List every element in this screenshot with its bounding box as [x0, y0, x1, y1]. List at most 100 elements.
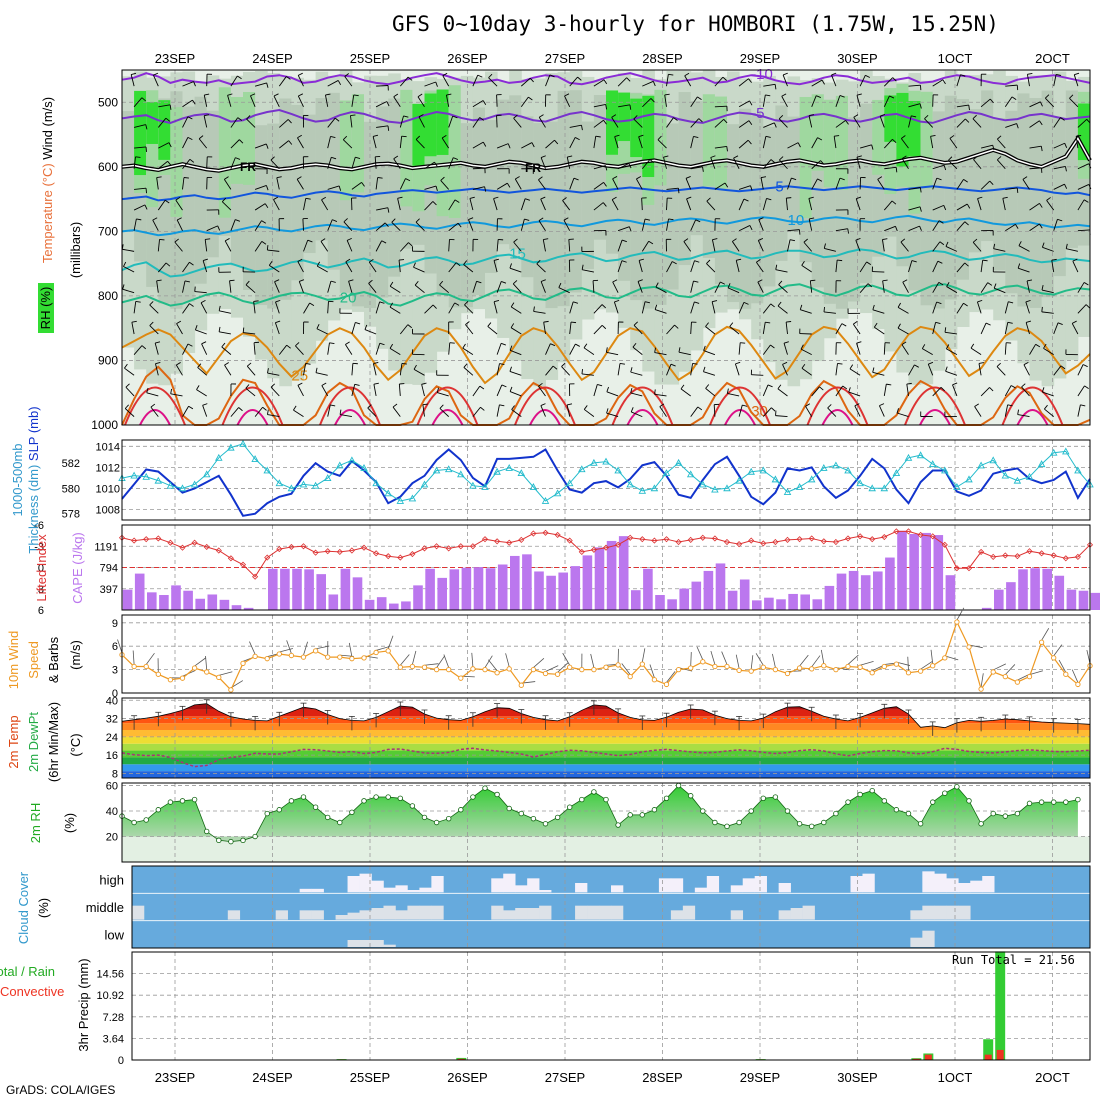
wind-barb	[327, 342, 330, 355]
contour-label: -5	[751, 105, 764, 122]
li-point	[360, 544, 368, 551]
wind-barb	[666, 363, 672, 376]
wind-barb	[593, 79, 605, 87]
rh-shade	[702, 94, 716, 187]
wind-barb	[736, 258, 742, 261]
wind-barb	[442, 72, 448, 77]
li-point	[639, 536, 646, 543]
date-label-top: 28SEP	[642, 51, 682, 66]
wind-barb	[221, 342, 226, 348]
wind-barb	[908, 206, 921, 211]
wind-barb	[932, 204, 944, 211]
wind-barb	[224, 240, 232, 252]
thickness-point	[747, 467, 755, 475]
rh-point	[700, 808, 706, 814]
rh-point	[446, 815, 452, 822]
wind-barb	[175, 364, 183, 376]
thickness-point	[166, 481, 175, 489]
wind-barb	[948, 159, 958, 170]
wind-barb	[823, 311, 836, 314]
wind-barb	[705, 322, 709, 327]
rh-point	[796, 821, 803, 827]
wind-barb	[133, 156, 136, 169]
wind-barb	[907, 656, 909, 671]
thickness-point	[336, 461, 344, 469]
cloud-cell	[922, 871, 935, 893]
thickness-point	[674, 458, 683, 466]
wind-speed-point	[325, 654, 331, 660]
cape-tick: 794	[100, 563, 118, 575]
wind-speed-point	[240, 660, 246, 667]
wind-barb	[130, 74, 135, 87]
wind-barb	[407, 76, 413, 81]
thickness-point	[795, 483, 804, 490]
wind-barb	[297, 137, 304, 149]
wind-barb	[155, 362, 161, 365]
wind-barb	[122, 248, 135, 252]
wind-barb	[1040, 101, 1043, 107]
wind-barb	[538, 386, 546, 397]
wind-barb	[488, 73, 493, 79]
wind-barb	[496, 343, 502, 355]
li-point	[191, 539, 198, 546]
wind-barb	[297, 95, 304, 107]
wind-barb	[531, 142, 535, 148]
convective-bar	[912, 1058, 920, 1060]
wind-barb	[972, 114, 977, 119]
wind-barb	[835, 385, 844, 397]
cloud-cell	[611, 905, 624, 920]
slp-tick: 1008	[96, 504, 120, 516]
wind-barb	[883, 138, 893, 149]
wind-speed-point	[506, 666, 512, 672]
wind-barb	[642, 80, 654, 87]
wind-barb	[932, 282, 940, 293]
wind-barb	[569, 322, 572, 335]
wind-barb	[274, 322, 280, 335]
wind-barb	[964, 221, 969, 226]
temp-tick: 40	[106, 695, 118, 707]
wind-frame	[121, 614, 1091, 694]
cape-bar	[921, 532, 931, 610]
wind-barb	[295, 345, 304, 355]
wind-barb	[278, 119, 289, 128]
wind-barb	[223, 179, 232, 190]
wind-barb	[641, 218, 646, 231]
wind-barb	[854, 403, 860, 407]
thickness-point	[348, 456, 356, 464]
wind-barb	[657, 135, 662, 140]
wind-barb	[543, 322, 546, 335]
cape-bar	[485, 568, 496, 610]
wind-barb	[453, 157, 459, 160]
wind-barb	[375, 101, 388, 108]
wind-barb	[195, 329, 207, 335]
wind-barb	[424, 185, 437, 190]
temp-title-b: 2m DewPt	[26, 712, 41, 772]
wind-barb	[1022, 179, 1030, 190]
wind-barb	[996, 366, 1006, 376]
cape-bar	[147, 592, 157, 610]
wind-barb	[134, 146, 147, 149]
wind-barb	[949, 138, 958, 149]
wind-barb	[641, 240, 650, 252]
wind-barb	[714, 145, 727, 149]
wind-barb	[617, 260, 623, 273]
wind-barb	[432, 304, 437, 309]
rh-shade	[714, 96, 728, 189]
wind-barb	[286, 640, 292, 654]
wind-barb	[152, 217, 158, 221]
li-point	[978, 548, 985, 555]
wind-barb	[856, 343, 861, 355]
wind-barb	[697, 96, 702, 100]
rh-shade	[460, 123, 474, 308]
wind-barb	[859, 261, 867, 273]
wind-barb	[545, 365, 554, 376]
wind-barb	[254, 220, 262, 231]
wind-barb	[327, 157, 332, 169]
wind-barb	[182, 116, 189, 128]
wind-barb	[418, 116, 425, 128]
wind-barb	[762, 159, 772, 170]
wind-speed-point	[131, 663, 137, 670]
contour-label: 30	[751, 403, 768, 420]
wind-barb	[980, 282, 989, 293]
wind-barb	[141, 97, 146, 102]
